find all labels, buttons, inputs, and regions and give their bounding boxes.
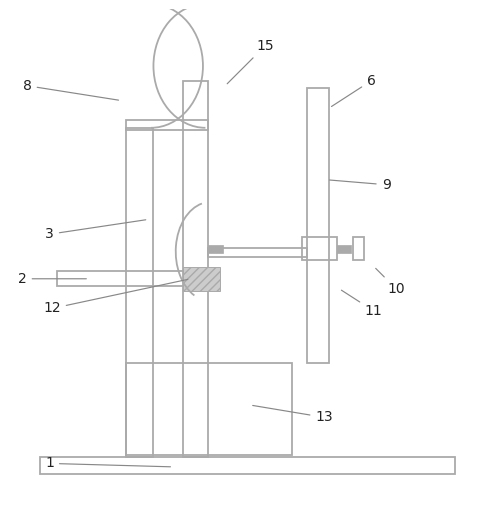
Bar (183, 81, 208, 457)
Bar (126, 128, 153, 457)
Text: 6: 6 (332, 74, 376, 107)
Bar (353, 236, 364, 261)
Text: 12: 12 (43, 280, 188, 315)
Bar (307, 88, 329, 363)
Text: 11: 11 (342, 290, 383, 318)
Text: 13: 13 (253, 405, 333, 424)
Bar (57, 271, 208, 286)
Bar (40, 457, 455, 475)
Text: 1: 1 (45, 457, 170, 470)
Text: 3: 3 (45, 220, 146, 241)
Bar (126, 121, 208, 130)
Bar (208, 248, 307, 256)
Bar (208, 245, 223, 252)
Text: 2: 2 (18, 272, 86, 286)
Text: 15: 15 (227, 39, 274, 84)
Text: 8: 8 (23, 78, 118, 100)
Bar (126, 363, 292, 455)
Text: 10: 10 (376, 268, 405, 295)
Bar (183, 267, 220, 291)
Text: 9: 9 (330, 177, 391, 192)
Bar (302, 236, 337, 261)
Bar (337, 245, 351, 252)
